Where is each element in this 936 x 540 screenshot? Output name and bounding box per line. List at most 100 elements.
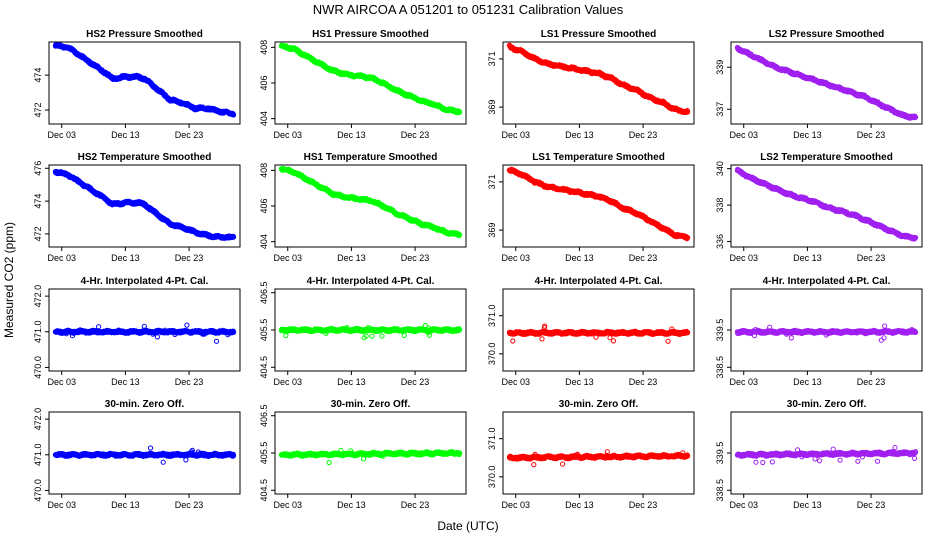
x-tick-label: Dec 13 bbox=[565, 253, 594, 263]
x-tick-label: Dec 23 bbox=[857, 253, 886, 263]
panel-title: LS1 Temperature Smoothed bbox=[532, 152, 665, 163]
x-tick-label: Dec 23 bbox=[175, 377, 204, 387]
data-point bbox=[184, 322, 190, 328]
panel-10: 4-Hr. Interpolated 4-Pt. Cal.Dec 03 Dec 1… bbox=[259, 276, 467, 387]
data-point bbox=[457, 232, 463, 238]
y-tick-label: 371 bbox=[487, 51, 497, 66]
x-tick-label: Dec 13 bbox=[111, 377, 140, 387]
y-tick-label: 371 bbox=[487, 174, 497, 189]
x-tick-label: Dec 23 bbox=[175, 253, 204, 263]
plot-frame bbox=[730, 41, 923, 125]
panel-title: HS2 Temperature Smoothed bbox=[78, 152, 212, 163]
x-tick-label: Dec 23 bbox=[401, 253, 430, 263]
figure-title: NWR AIRCOA A 051201 to 051231 Calibratio… bbox=[313, 2, 624, 17]
data-points bbox=[278, 322, 463, 341]
data-point bbox=[231, 234, 237, 240]
x-tick-label: Dec 03 bbox=[729, 130, 758, 140]
plot-frame bbox=[48, 288, 241, 372]
panel-2: HS1 Pressure Smoothed Dec 03 Dec 13 Dec 23 4… bbox=[259, 29, 467, 140]
y-tick-label: 340 bbox=[715, 161, 725, 176]
x-tick-label: Dec 13 bbox=[111, 253, 140, 263]
y-tick-label: 474 bbox=[33, 194, 43, 209]
data-point bbox=[457, 109, 463, 115]
data-points bbox=[52, 168, 237, 241]
plot-frame bbox=[48, 164, 241, 248]
x-tick-label: Dec 03 bbox=[729, 253, 758, 263]
y-tick-label: 471.0 bbox=[33, 321, 43, 344]
data-point bbox=[685, 235, 691, 241]
x-tick-label: Dec 03 bbox=[501, 253, 530, 263]
panel-9: 4-Hr. Interpolated 4-Pt. Cal. Dec 03 Dec 1… bbox=[33, 276, 241, 387]
panel-4: LS2 Pressure Smoothed Dec 03 Dec 13 Dec 23 3… bbox=[715, 29, 923, 140]
panel-6: HS1 Temperature Smoothed Dec 03 Dec 13 Dec … bbox=[259, 152, 467, 263]
panel-title: HS1 Temperature Smoothed bbox=[304, 152, 438, 163]
x-axis-label: Date (UTC) bbox=[437, 519, 498, 533]
data-points bbox=[734, 44, 919, 121]
y-tick-label: 476 bbox=[33, 161, 43, 176]
panel-title: 4-Hr. Interpolated 4-Pt. Cal. bbox=[307, 276, 435, 287]
x-tick-label: Dec 23 bbox=[629, 130, 658, 140]
y-tick-label: 404 bbox=[259, 234, 269, 249]
y-tick-label: 337 bbox=[715, 102, 725, 117]
y-tick-label: 406 bbox=[259, 198, 269, 213]
x-tick-label: Dec 03 bbox=[47, 377, 76, 387]
y-tick-label: 404 bbox=[259, 111, 269, 126]
panel-title: HS2 Pressure Smoothed bbox=[86, 29, 203, 40]
x-tick-label: Dec 13 bbox=[793, 253, 822, 263]
data-point bbox=[96, 324, 102, 330]
panel-title: HS1 Pressure Smoothed bbox=[312, 29, 429, 40]
panel-7: LS1 Temperature Smoothed Dec 03 Dec 13 Dec … bbox=[487, 152, 695, 263]
x-tick-label: Dec 03 bbox=[47, 253, 76, 263]
x-tick-label: Dec 13 bbox=[111, 130, 140, 140]
x-tick-label: Dec 03 bbox=[273, 130, 302, 140]
x-tick-label: Dec 03 bbox=[501, 130, 530, 140]
x-tick-label: Dec 13 bbox=[337, 253, 366, 263]
plot-frame bbox=[502, 164, 695, 248]
data-point bbox=[231, 112, 237, 118]
y-tick-label: 472 bbox=[33, 226, 43, 241]
panel-title: LS1 Pressure Smoothed bbox=[541, 29, 657, 40]
y-tick-label: 472 bbox=[33, 103, 43, 118]
plot-frame bbox=[502, 41, 695, 125]
y-tick-label: 474 bbox=[33, 68, 43, 83]
data-point bbox=[913, 235, 919, 241]
y-tick-label: 338 bbox=[715, 198, 725, 213]
data-points bbox=[52, 42, 237, 118]
x-tick-label: Dec 03 bbox=[273, 253, 302, 263]
data-points bbox=[734, 166, 919, 242]
data-points bbox=[506, 166, 691, 242]
data-point bbox=[283, 333, 289, 339]
panel-title: LS2 Temperature Smoothed bbox=[760, 152, 893, 163]
panel-title: LS2 Pressure Smoothed bbox=[769, 29, 885, 40]
y-tick-label: 339 bbox=[715, 60, 725, 75]
data-points bbox=[278, 165, 463, 239]
x-tick-label: Dec 13 bbox=[565, 130, 594, 140]
y-tick-label: 369 bbox=[487, 223, 497, 238]
plot-frame bbox=[48, 41, 241, 125]
plot-frame bbox=[730, 164, 923, 248]
y-tick-label: 369 bbox=[487, 100, 497, 115]
x-tick-label: Dec 03 bbox=[47, 130, 76, 140]
data-point bbox=[685, 109, 691, 115]
panel-grid: HS2 Pressure Smoothed Dec 03 Dec 13 Dec 23 4… bbox=[33, 29, 923, 510]
panel-8: LS2 Temperature Smoothed Dec 03 Dec 13 Dec … bbox=[715, 152, 923, 263]
x-tick-label: Dec 13 bbox=[793, 130, 822, 140]
data-point bbox=[913, 114, 919, 120]
y-tick-label: 408 bbox=[259, 163, 269, 178]
panel-3: LS1 Pressure Smoothed Dec 03 Dec 13 Dec 23 3… bbox=[487, 29, 695, 140]
data-point bbox=[231, 329, 237, 335]
data-points bbox=[506, 42, 691, 116]
x-tick-label: Dec 23 bbox=[857, 130, 886, 140]
y-tick-label: 470.0 bbox=[33, 356, 43, 379]
data-points bbox=[52, 322, 237, 344]
data-point bbox=[154, 334, 160, 340]
data-points bbox=[278, 42, 463, 116]
y-tick-label: 406 bbox=[259, 75, 269, 90]
panel-title: 4-Hr. Interpolated 4-Pt. Cal. bbox=[81, 276, 209, 287]
data-point bbox=[141, 323, 147, 329]
x-tick-label: Dec 23 bbox=[401, 130, 430, 140]
y-tick-label: 408 bbox=[259, 40, 269, 55]
x-tick-label: Dec 13 bbox=[337, 130, 366, 140]
x-tick-label: Dec 23 bbox=[629, 253, 658, 263]
